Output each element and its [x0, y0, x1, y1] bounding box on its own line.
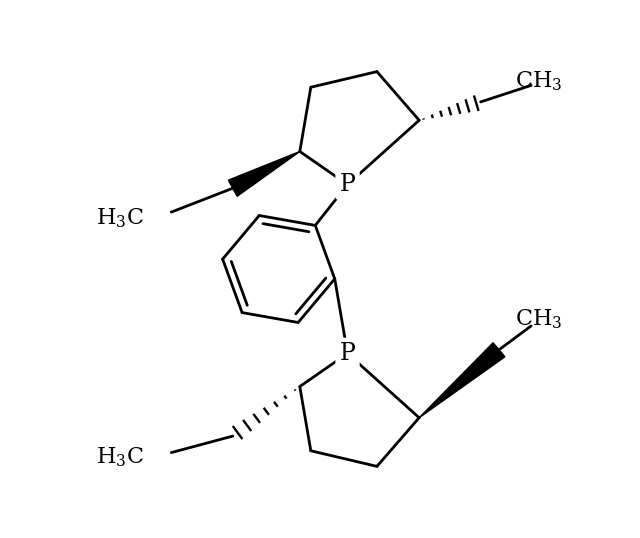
Text: P: P — [340, 173, 355, 196]
Polygon shape — [419, 343, 505, 417]
Text: $\mathregular{CH_3}$: $\mathregular{CH_3}$ — [515, 69, 562, 93]
Text: P: P — [340, 342, 355, 365]
Text: $\mathregular{H_3C}$: $\mathregular{H_3C}$ — [96, 207, 144, 230]
Text: $\mathregular{H_3C}$: $\mathregular{H_3C}$ — [96, 445, 144, 469]
Text: $\mathregular{CH_3}$: $\mathregular{CH_3}$ — [515, 308, 562, 331]
Polygon shape — [228, 152, 300, 196]
